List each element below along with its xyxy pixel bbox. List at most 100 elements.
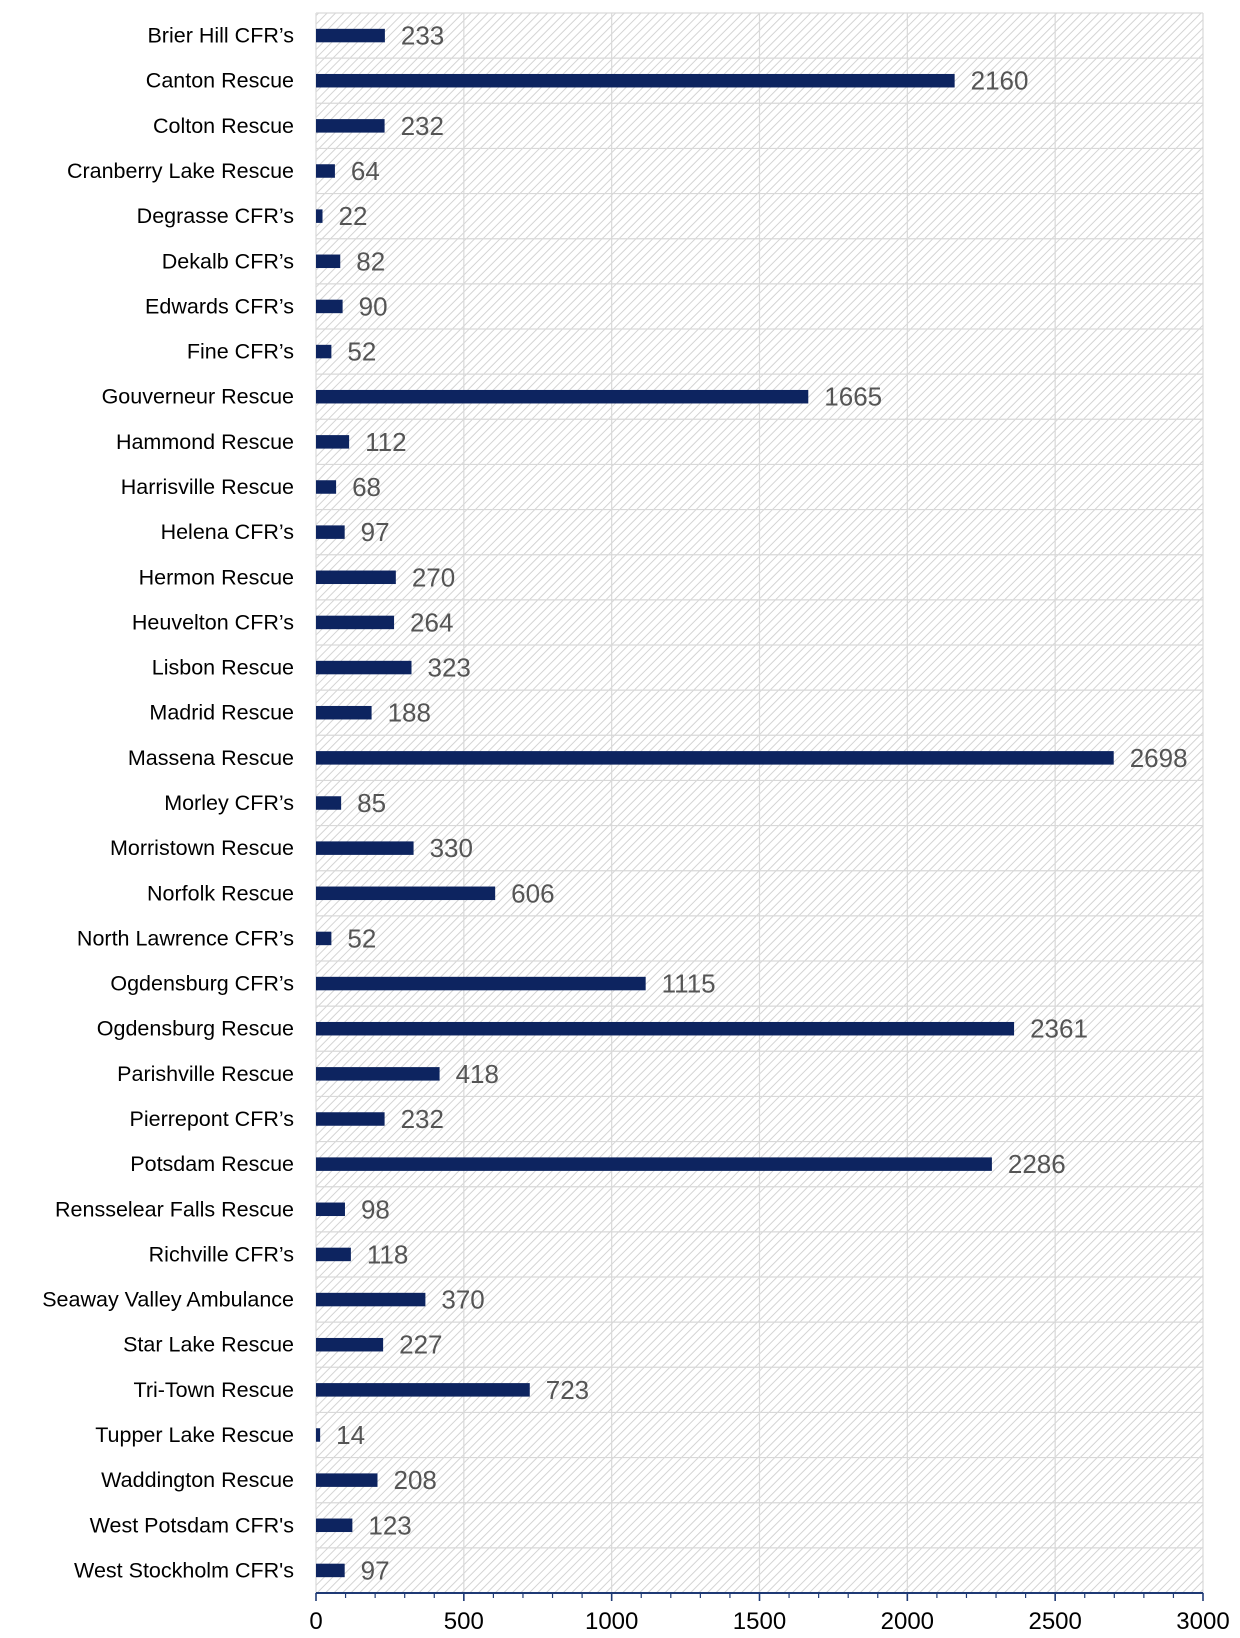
category-label: Norfolk Rescue	[147, 881, 294, 905]
category-label: Potsdam Rescue	[130, 1152, 294, 1176]
value-labels: 233 2160 232 64 22 82 90 52 1665 112 68 97 270 264 323…	[336, 21, 1187, 1586]
bar	[316, 164, 335, 178]
bar	[316, 1337, 384, 1352]
category-label: Dekalb CFR’s	[162, 249, 294, 273]
category-label: Rensselear Falls Rescue	[55, 1197, 294, 1221]
category-label: Colton Rescue	[153, 114, 294, 138]
value-label: 52	[347, 337, 376, 367]
x-tick-label: 2500	[1028, 1608, 1081, 1635]
category-label: Madrid Rescue	[149, 701, 294, 725]
value-label: 323	[428, 653, 471, 683]
value-label: 2160	[971, 66, 1029, 96]
bar	[316, 660, 412, 675]
bar	[316, 73, 955, 88]
value-label: 418	[456, 1059, 499, 1089]
bar	[316, 570, 396, 585]
value-label: 227	[399, 1330, 442, 1360]
value-label: 208	[393, 1465, 436, 1495]
category-label: Degrasse CFR’s	[137, 204, 294, 228]
bar	[316, 1067, 440, 1081]
bar	[316, 1292, 426, 1307]
value-label: 232	[401, 1104, 444, 1134]
value-label: 123	[368, 1510, 411, 1540]
category-label: Gouverneur Rescue	[102, 385, 294, 409]
bar	[316, 1157, 992, 1171]
bar	[316, 28, 385, 43]
gridlines	[315, 12, 1204, 1594]
category-label: Edwards CFR’s	[145, 294, 294, 318]
bar	[316, 435, 350, 449]
category-label: Ogdensburg CFR’s	[110, 972, 294, 996]
value-label: 85	[357, 788, 386, 818]
category-label: Fine CFR’s	[187, 340, 294, 364]
category-label: Lisbon Rescue	[152, 656, 294, 680]
value-label: 97	[361, 1555, 390, 1585]
bar	[316, 1563, 345, 1578]
category-label: Tri-Town Rescue	[134, 1378, 295, 1402]
category-label: Tupper Lake Rescue	[95, 1423, 294, 1447]
bar	[316, 389, 809, 404]
bar	[316, 1202, 345, 1217]
bar	[316, 931, 332, 946]
bar	[316, 209, 323, 223]
category-label: Morristown Rescue	[110, 836, 294, 860]
value-label: 68	[352, 472, 381, 502]
category-label: West Potsdam CFR's	[90, 1513, 294, 1537]
value-label: 606	[511, 878, 554, 908]
category-label: Waddington Rescue	[101, 1468, 294, 1492]
category-label: Star Lake Rescue	[123, 1333, 294, 1357]
bars	[316, 28, 1114, 1578]
value-label: 97	[361, 517, 390, 547]
bar	[316, 1247, 351, 1262]
category-label: Pierrepont CFR’s	[130, 1107, 295, 1131]
value-label: 2361	[1030, 1014, 1088, 1044]
category-label: West Stockholm CFR's	[74, 1558, 294, 1582]
category-label: Harrisville Rescue	[121, 475, 294, 499]
x-tick-label: 500	[444, 1608, 484, 1635]
value-label: 270	[412, 562, 455, 592]
bar	[316, 480, 337, 494]
value-label: 14	[336, 1420, 365, 1450]
value-label: 118	[367, 1239, 408, 1269]
value-label: 233	[401, 21, 444, 51]
value-label: 64	[351, 156, 380, 186]
bar	[316, 299, 343, 314]
category-label: Massena Rescue	[128, 746, 294, 770]
bar	[316, 1112, 385, 1126]
x-tick-label: 0	[309, 1608, 322, 1635]
value-label: 2286	[1008, 1149, 1066, 1179]
bar	[316, 1383, 530, 1397]
category-label: Heuvelton CFR’s	[132, 610, 294, 634]
bar	[316, 886, 496, 901]
bar	[316, 976, 646, 991]
category-label: Hermon Rescue	[139, 565, 294, 589]
value-label: 1115	[662, 969, 716, 999]
category-label: Richville CFR’s	[149, 1242, 294, 1266]
value-label: 330	[430, 833, 473, 863]
value-label: 723	[546, 1375, 589, 1405]
bar	[316, 841, 414, 855]
category-label: Canton Rescue	[146, 69, 294, 93]
value-label: 52	[347, 923, 376, 953]
value-label: 98	[361, 1194, 390, 1224]
value-label: 112	[365, 427, 406, 457]
value-label: 264	[410, 607, 453, 637]
category-label: Seaway Valley Ambulance	[42, 1288, 294, 1312]
value-label: 82	[356, 246, 385, 276]
value-label: 188	[388, 698, 431, 728]
bar	[316, 1518, 353, 1533]
value-label: 22	[339, 201, 368, 231]
x-tick-label: 1500	[733, 1608, 786, 1635]
category-label: North Lawrence CFR’s	[77, 926, 294, 950]
x-axis: 0 500 1000 1500 2000 2500 3000	[309, 1592, 1230, 1635]
value-label: 232	[401, 111, 444, 141]
category-label: Helena CFR’s	[161, 520, 294, 544]
bar	[316, 615, 395, 630]
bar	[316, 525, 345, 539]
x-tick-label: 3000	[1176, 1608, 1229, 1635]
x-tick-label: 2000	[881, 1608, 934, 1635]
category-label: Cranberry Lake Rescue	[67, 159, 294, 183]
category-label: Parishville Rescue	[117, 1062, 294, 1086]
value-label: 370	[441, 1285, 484, 1315]
